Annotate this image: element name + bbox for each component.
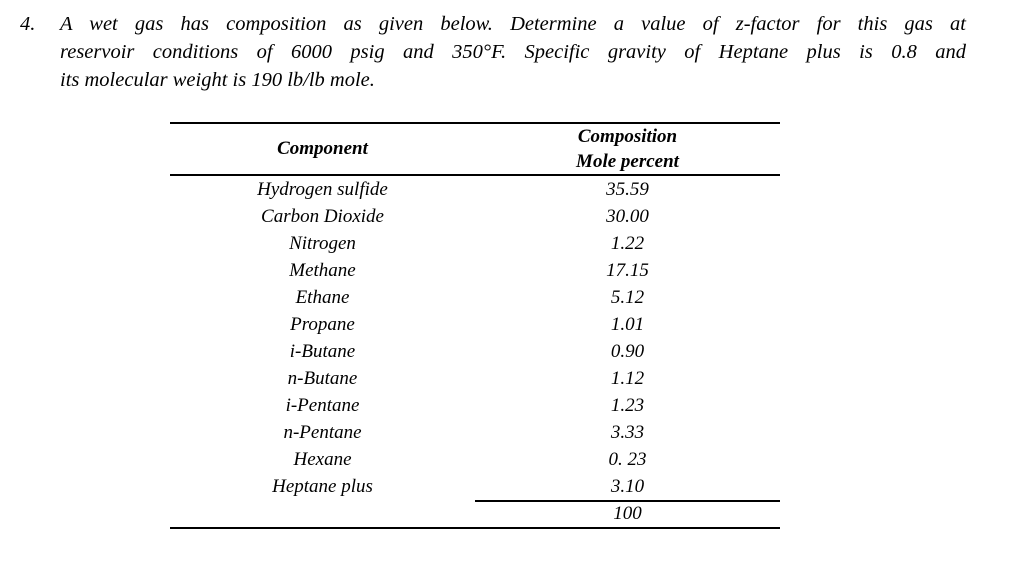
table-row: Carbon Dioxide 30.00 xyxy=(170,203,780,230)
mole-percent-cell: 0.90 xyxy=(610,340,645,362)
component-cell: Hexane xyxy=(293,448,352,470)
table-row: n-Butane 1.12 xyxy=(170,365,780,392)
mole-percent-cell: 35.59 xyxy=(606,178,649,200)
component-cell: Ethane xyxy=(295,286,350,308)
mole-percent-cell: 3.10 xyxy=(610,475,645,497)
mole-percent-cell: 1.01 xyxy=(610,313,645,335)
component-cell: n-Pentane xyxy=(283,421,362,443)
mole-percent-cell: 1.22 xyxy=(610,232,645,254)
component-cell: i-Butane xyxy=(289,340,356,362)
mole-percent-cell: 17.15 xyxy=(606,259,649,281)
component-cell: Propane xyxy=(290,313,355,335)
problem-statement: 4. A wet gas has composition as given be… xyxy=(20,10,966,94)
table-header-composition: Composition Mole percent xyxy=(475,124,780,174)
table-row: i-Pentane 1.23 xyxy=(170,392,780,419)
component-cell: Heptane plus xyxy=(272,475,373,497)
table-row: i-Butane 0.90 xyxy=(170,338,780,365)
table-header-composition-line-1: Composition xyxy=(577,126,678,147)
table-row: Propane 1.01 xyxy=(170,311,780,338)
total-empty-cell xyxy=(170,500,475,527)
table-row: Hydrogen sulfide 35.59 xyxy=(170,176,780,203)
table-row: Heptane plus 3.10 xyxy=(170,473,780,500)
table-body: Hydrogen sulfide 35.59 Carbon Dioxide 30… xyxy=(170,176,780,500)
problem-text-line-1: A wet gas has composition as given below… xyxy=(60,13,966,35)
problem-text-line-2: reservoir conditions of 6000 psig and 35… xyxy=(60,41,966,63)
component-cell: Hydrogen sulfide xyxy=(257,178,388,200)
mole-percent-cell: 1.23 xyxy=(610,394,645,416)
table-header-row: Component Composition Mole percent xyxy=(170,124,780,176)
component-cell: n-Butane xyxy=(287,367,358,389)
mole-percent-cell: 1.12 xyxy=(610,367,645,389)
mole-percent-cell: 5.12 xyxy=(610,286,645,308)
composition-table: Component Composition Mole percent Hydro… xyxy=(170,122,780,529)
component-cell: Nitrogen xyxy=(289,232,356,254)
table-row: Ethane 5.12 xyxy=(170,284,780,311)
table-header-composition-line-2: Mole percent xyxy=(576,151,679,172)
table-row: Hexane 0. 23 xyxy=(170,446,780,473)
table-row: n-Pentane 3.33 xyxy=(170,419,780,446)
total-value: 100 xyxy=(475,500,780,527)
problem-text-line-3: its molecular weight is 190 lb/lb mole. xyxy=(60,69,375,91)
table-header-component: Component xyxy=(277,138,368,159)
table-row: Methane 17.15 xyxy=(170,257,780,284)
problem-text: A wet gas has composition as given below… xyxy=(60,10,966,94)
component-cell: Methane xyxy=(289,259,356,281)
table-total-row: 100 xyxy=(170,500,780,527)
component-cell: Carbon Dioxide xyxy=(261,205,384,227)
mole-percent-cell: 30.00 xyxy=(606,205,649,227)
mole-percent-cell: 3.33 xyxy=(610,421,645,443)
mole-percent-cell: 0. 23 xyxy=(608,448,647,470)
component-cell: i-Pentane xyxy=(285,394,360,416)
table-row: Nitrogen 1.22 xyxy=(170,230,780,257)
problem-number: 4. xyxy=(20,13,36,35)
